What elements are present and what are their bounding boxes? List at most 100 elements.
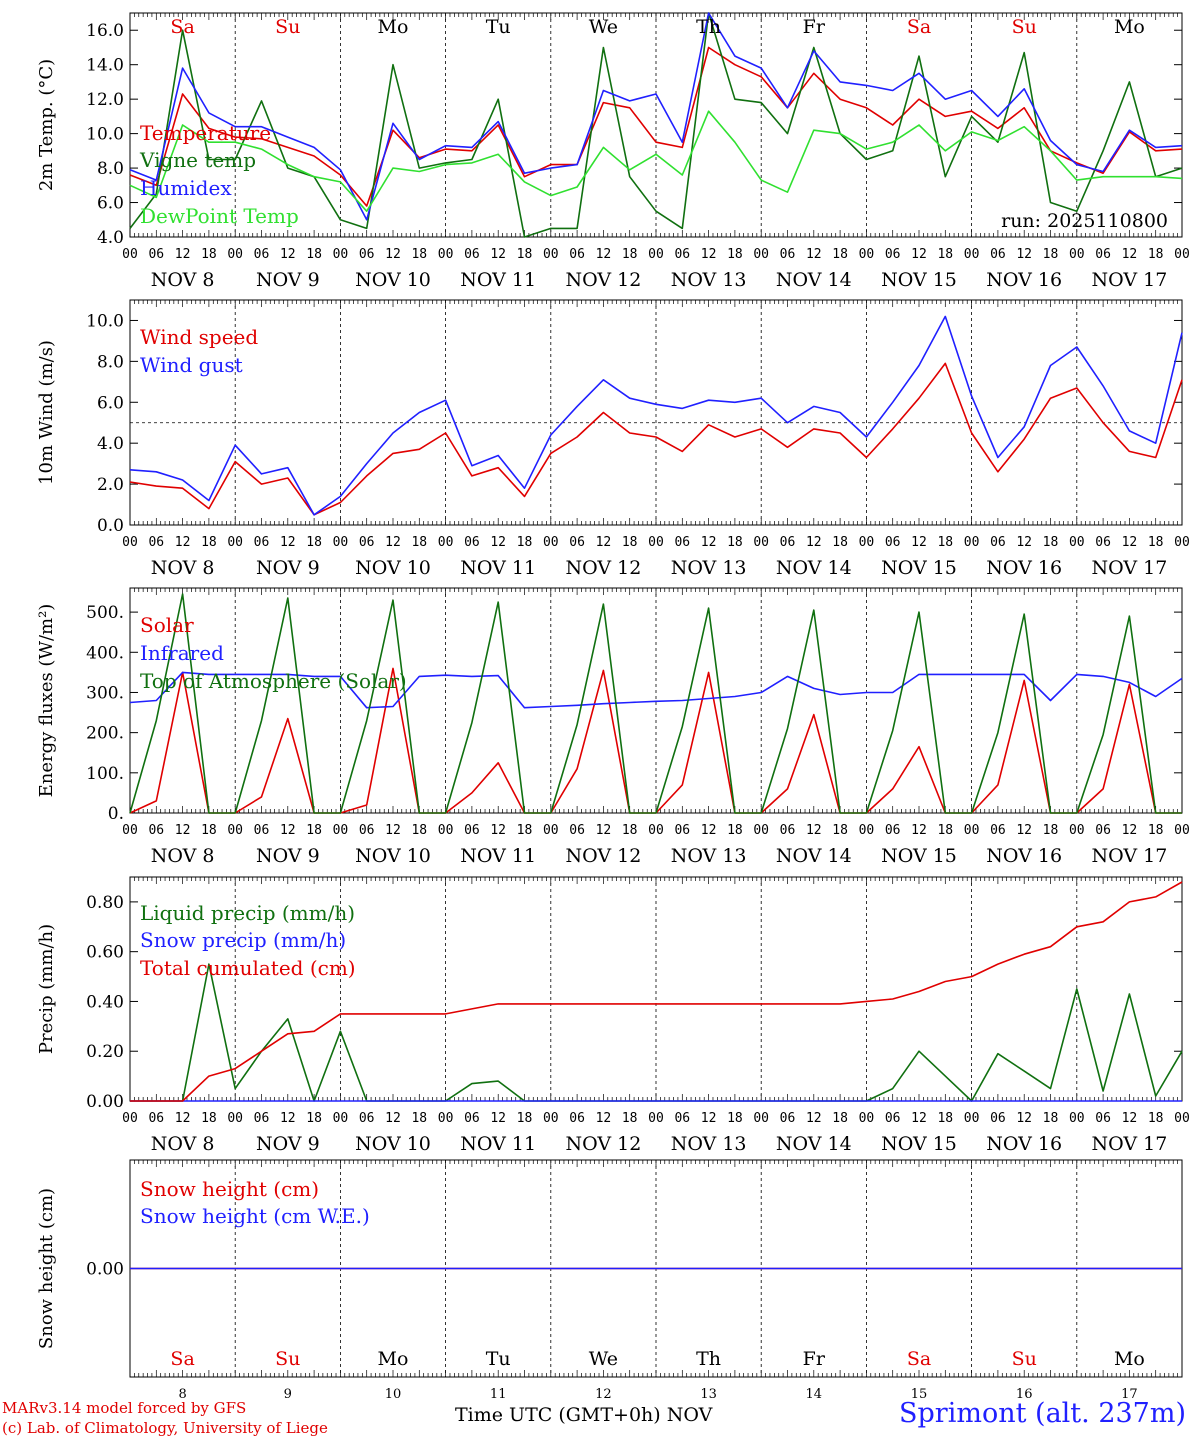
panel1-hour-label: 00 (438, 247, 454, 262)
panel4-hour-label: 00 (1069, 1111, 1085, 1126)
panel4-hour-label: 00 (543, 1111, 559, 1126)
panel5-legend-entry: Snow height (cm) (140, 1177, 319, 1201)
panel3-date-label: NOV 15 (881, 845, 957, 867)
panel1-ytick-label: 4.0 (97, 228, 124, 248)
panel2-hour-label: 06 (674, 535, 690, 550)
panel1-hour-label: 12 (1122, 247, 1138, 262)
panel2-hour-label: 00 (1174, 535, 1190, 550)
panel4-hour-label: 00 (333, 1111, 349, 1126)
panel2-hour-label: 18 (1043, 535, 1059, 550)
panel4-series-liquid-precip-mm-h- (130, 963, 1183, 1102)
panel1-hour-label: 00 (964, 247, 980, 262)
panel3-hour-label: 06 (1095, 823, 1111, 838)
panel2-hour-label: 06 (885, 535, 901, 550)
day-number-label: 13 (700, 1387, 717, 1402)
panel4-legend-entry: Liquid precip (mm/h) (140, 901, 355, 925)
panel3-date-label: NOV 13 (671, 845, 747, 867)
panel1-ytick-label: 8.0 (97, 159, 124, 179)
panel1-weekday-label: Tu (486, 16, 511, 38)
panel5-weekday-label: Mo (378, 1348, 409, 1370)
panel3-ytick-label: 400. (86, 643, 124, 663)
panel1-date-label: NOV 12 (565, 269, 641, 291)
panel2-hour-label: 06 (148, 535, 164, 550)
panel5-ytick-label: 0.00 (86, 1260, 124, 1280)
panel1-hour-label: 18 (937, 247, 953, 262)
day-number-label: 8 (178, 1387, 186, 1402)
panel2-ytick-label: 2.0 (97, 475, 124, 495)
panel1-hour-label: 06 (464, 247, 480, 262)
panel4-legend-entry: Snow precip (mm/h) (140, 928, 346, 952)
panel2-legend-entry: Wind speed (140, 325, 258, 349)
panel4-series-total-cumulated-cm- (130, 881, 1183, 1102)
panel1-hour-label: 06 (148, 247, 164, 262)
panel2-frame (129, 299, 1183, 526)
panel3-hour-label: 18 (1043, 823, 1059, 838)
panel2-hour-label: 12 (701, 535, 717, 550)
panel4-hour-label: 06 (254, 1111, 270, 1126)
panel2-hour-label: 18 (517, 535, 533, 550)
panel2-hour-label: 18 (411, 535, 427, 550)
panel3-hour-label: 18 (306, 823, 322, 838)
panel1-hour-label: 06 (1095, 247, 1111, 262)
panel2-hour-label: 18 (306, 535, 322, 550)
panel5-weekday-label: Sa (170, 1348, 194, 1370)
panel1-weekday-label: We (589, 16, 618, 38)
panel2-hour-label: 18 (727, 535, 743, 550)
panel1-hour-label: 06 (885, 247, 901, 262)
panel1-hour-label: 06 (990, 247, 1006, 262)
station-name: Sprimont (alt. 237m) (899, 1398, 1186, 1429)
day-number-label: 10 (385, 1387, 402, 1402)
panel4-hour-label: 18 (517, 1111, 533, 1126)
panel4-date-label: NOV 14 (776, 1133, 852, 1155)
day-number-label: 17 (1121, 1387, 1138, 1402)
panel1-date-label: NOV 13 (671, 269, 747, 291)
panel1-hour-label: 00 (122, 247, 138, 262)
panel1-hour-label: 06 (359, 247, 375, 262)
panel1-weekday-label: Mo (378, 16, 409, 38)
panel3-hour-label: 18 (622, 823, 638, 838)
panel3-hour-label: 12 (1016, 823, 1032, 838)
panel3-date-label: NOV 10 (355, 845, 431, 867)
panel3-hour-label: 18 (411, 823, 427, 838)
panel3-hour-label: 00 (438, 823, 454, 838)
day-number-label: 9 (284, 1387, 292, 1402)
panel1-series-humidex (129, 12, 1183, 221)
panel1-hour-label: 06 (780, 247, 796, 262)
panel1-legend-entry: Vigne temp (139, 148, 256, 172)
day-number-label: 15 (911, 1387, 928, 1402)
panel1-date-label: NOV 14 (776, 269, 852, 291)
panel2-hour-label: 06 (254, 535, 270, 550)
panel1-hour-label: 00 (1174, 247, 1190, 262)
panel5-ylabel: Snow height (cm) (36, 1188, 57, 1349)
panel5-weekday-label: Sa (907, 1348, 931, 1370)
panel2-date-label: NOV 16 (986, 557, 1062, 579)
day-number-label: 11 (490, 1387, 507, 1402)
panel1-hour-label: 18 (517, 247, 533, 262)
panel4-date-label: NOV 8 (151, 1133, 215, 1155)
panel3-legend-entry: Top of Atmosphere (Solar) (140, 669, 407, 693)
panel2-hour-label: 12 (385, 535, 401, 550)
panel4-hour-label: 12 (1122, 1111, 1138, 1126)
panel1-hour-label: 18 (1043, 247, 1059, 262)
panel4-hour-label: 18 (201, 1111, 217, 1126)
panel1-hour-label: 00 (648, 247, 664, 262)
panel3-hour-label: 18 (517, 823, 533, 838)
panel3-date-label: NOV 9 (256, 845, 320, 867)
panel2-hour-label: 12 (1122, 535, 1138, 550)
panel1-hour-label: 12 (490, 247, 506, 262)
panel4-hour-label: 18 (622, 1111, 638, 1126)
panel4-hour-label: 12 (701, 1111, 717, 1126)
panel1-hour-label: 00 (753, 247, 769, 262)
panel1-hour-label: 18 (1148, 247, 1164, 262)
panel2-series-wind-speed (129, 362, 1183, 516)
panel1-hour-label: 12 (385, 247, 401, 262)
panel3-hour-label: 18 (727, 823, 743, 838)
panel1-hour-label: 00 (1069, 247, 1085, 262)
panel1-weekday-label: Su (1012, 16, 1037, 38)
panel1-hour-label: 18 (727, 247, 743, 262)
panel1-series-temperature (129, 46, 1183, 207)
panel3-hour-label: 12 (806, 823, 822, 838)
panel4-date-label: NOV 11 (460, 1133, 536, 1155)
panel2-hour-label: 00 (227, 535, 243, 550)
panel3-series-infrared (129, 671, 1183, 709)
